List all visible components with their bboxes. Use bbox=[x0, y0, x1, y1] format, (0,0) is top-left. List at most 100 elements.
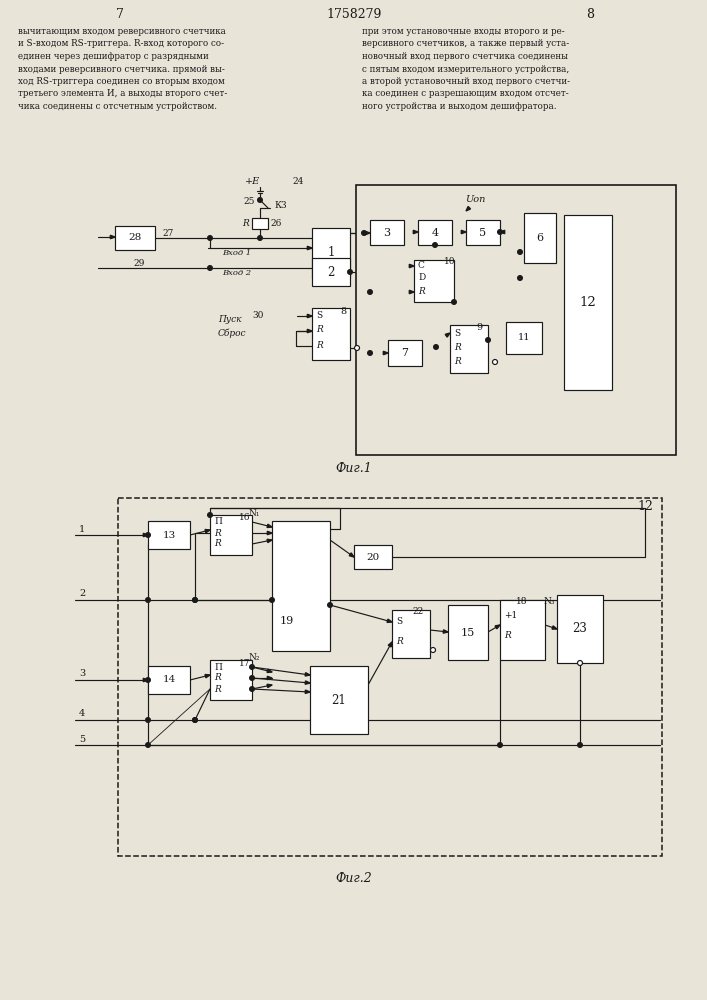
Text: Фиг.1: Фиг.1 bbox=[336, 462, 373, 475]
Bar bbox=[272, 521, 330, 651]
Bar bbox=[466, 220, 500, 245]
Circle shape bbox=[498, 230, 502, 234]
Bar bbox=[557, 595, 603, 663]
Circle shape bbox=[250, 665, 255, 669]
Bar bbox=[210, 515, 252, 555]
Text: Сброс: Сброс bbox=[218, 328, 247, 338]
Bar bbox=[354, 545, 392, 569]
Bar bbox=[370, 220, 404, 245]
Text: 16: 16 bbox=[239, 514, 250, 522]
Circle shape bbox=[193, 718, 197, 722]
Text: 25: 25 bbox=[243, 196, 255, 206]
Text: R: R bbox=[243, 219, 249, 228]
Circle shape bbox=[146, 533, 151, 537]
Text: 21: 21 bbox=[332, 694, 346, 706]
Bar bbox=[448, 605, 488, 660]
Polygon shape bbox=[267, 676, 272, 680]
Text: 4: 4 bbox=[431, 228, 438, 237]
Text: +1: +1 bbox=[504, 610, 518, 619]
Polygon shape bbox=[308, 329, 312, 333]
Text: 24: 24 bbox=[292, 178, 304, 186]
Bar bbox=[524, 213, 556, 263]
Text: S: S bbox=[316, 312, 322, 320]
Text: 8: 8 bbox=[340, 308, 346, 316]
Polygon shape bbox=[443, 630, 448, 633]
Text: 5: 5 bbox=[79, 734, 85, 744]
Polygon shape bbox=[144, 678, 148, 682]
Polygon shape bbox=[409, 290, 414, 294]
Polygon shape bbox=[205, 674, 210, 678]
Polygon shape bbox=[144, 533, 148, 537]
Text: S: S bbox=[396, 617, 402, 626]
Text: R: R bbox=[396, 638, 403, 647]
Bar bbox=[210, 660, 252, 700]
Circle shape bbox=[486, 338, 490, 342]
Circle shape bbox=[578, 743, 583, 747]
Circle shape bbox=[354, 346, 359, 351]
Text: Вход 1: Вход 1 bbox=[222, 249, 251, 257]
Polygon shape bbox=[267, 531, 272, 535]
Bar bbox=[252, 218, 268, 229]
Bar bbox=[312, 228, 350, 278]
Polygon shape bbox=[495, 625, 500, 629]
Text: 17: 17 bbox=[239, 658, 250, 668]
Polygon shape bbox=[267, 524, 272, 528]
Polygon shape bbox=[110, 235, 115, 239]
Text: 4: 4 bbox=[79, 710, 85, 718]
Circle shape bbox=[452, 300, 456, 304]
Text: 1758279: 1758279 bbox=[327, 8, 382, 21]
Text: S: S bbox=[454, 328, 460, 338]
Circle shape bbox=[498, 743, 502, 747]
Circle shape bbox=[193, 718, 197, 722]
Circle shape bbox=[146, 743, 151, 747]
Polygon shape bbox=[308, 246, 312, 250]
Circle shape bbox=[518, 250, 522, 254]
Text: R: R bbox=[214, 674, 221, 682]
Circle shape bbox=[208, 236, 212, 240]
Circle shape bbox=[250, 676, 255, 680]
Circle shape bbox=[362, 231, 366, 235]
Bar bbox=[356, 185, 676, 455]
Bar bbox=[414, 260, 454, 302]
Circle shape bbox=[208, 266, 212, 270]
Text: 5: 5 bbox=[479, 228, 486, 237]
Polygon shape bbox=[305, 690, 310, 693]
Text: R: R bbox=[418, 288, 425, 296]
Polygon shape bbox=[267, 684, 272, 688]
Circle shape bbox=[146, 718, 151, 722]
Text: 15: 15 bbox=[461, 628, 475, 638]
Text: К3: К3 bbox=[274, 200, 286, 210]
Circle shape bbox=[493, 360, 498, 364]
Bar bbox=[418, 220, 452, 245]
Text: N₁: N₁ bbox=[248, 508, 259, 518]
Text: 10: 10 bbox=[444, 257, 455, 266]
Polygon shape bbox=[366, 231, 370, 235]
Text: 2: 2 bbox=[79, 589, 85, 598]
Circle shape bbox=[257, 198, 262, 202]
Text: R: R bbox=[214, 684, 221, 694]
Text: 3: 3 bbox=[79, 670, 85, 678]
Circle shape bbox=[518, 276, 522, 280]
Circle shape bbox=[250, 687, 255, 691]
Circle shape bbox=[269, 598, 274, 602]
Text: 12: 12 bbox=[637, 499, 653, 512]
Text: 19: 19 bbox=[280, 616, 294, 626]
Text: N₂: N₂ bbox=[248, 654, 259, 662]
Text: Uоп: Uоп bbox=[465, 196, 486, 205]
Text: 12: 12 bbox=[580, 296, 597, 309]
Text: R: R bbox=[316, 342, 323, 351]
Text: 18: 18 bbox=[516, 597, 527, 606]
Circle shape bbox=[348, 270, 352, 274]
Polygon shape bbox=[500, 230, 505, 234]
Text: Фиг.2: Фиг.2 bbox=[336, 871, 373, 884]
Bar bbox=[148, 521, 190, 549]
Polygon shape bbox=[552, 626, 557, 629]
Text: 7: 7 bbox=[402, 348, 409, 358]
Bar bbox=[118, 498, 662, 856]
Circle shape bbox=[433, 345, 438, 349]
Text: 27: 27 bbox=[162, 230, 173, 238]
Bar bbox=[310, 666, 368, 734]
Polygon shape bbox=[305, 681, 310, 684]
Text: R: R bbox=[504, 631, 510, 640]
Bar bbox=[392, 610, 430, 658]
